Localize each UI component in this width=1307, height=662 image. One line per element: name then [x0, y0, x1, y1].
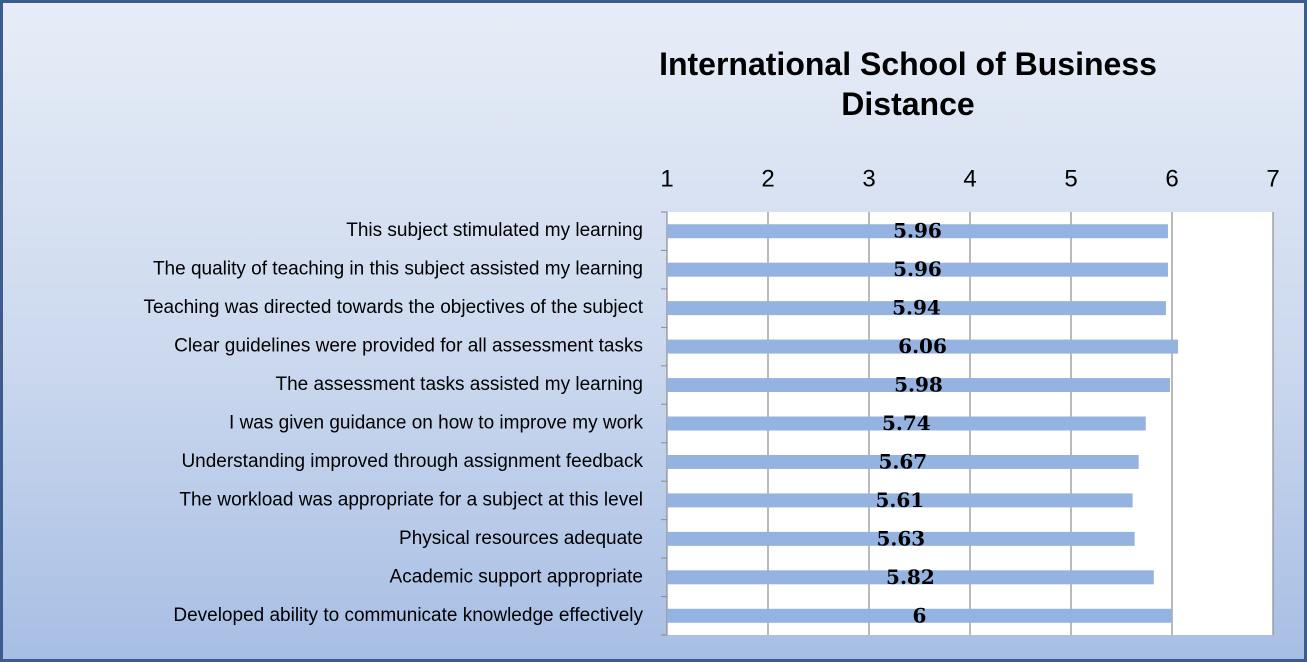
bar — [667, 301, 1166, 316]
data-label: 5.63 — [876, 526, 925, 550]
bar — [667, 339, 1179, 354]
data-label: 5.94 — [892, 296, 941, 320]
bar — [667, 493, 1133, 508]
x-tick-label: 1 — [660, 165, 673, 192]
y-tick-label: Clear guidelines were provided for all a… — [174, 336, 643, 357]
data-label: 5.82 — [886, 565, 935, 589]
data-label: 5.67 — [878, 449, 927, 473]
data-label: 5.96 — [893, 257, 942, 281]
x-tick-label: 5 — [1064, 165, 1077, 192]
bar — [667, 378, 1170, 393]
data-label: 6 — [913, 603, 927, 627]
bar — [667, 570, 1154, 585]
bar — [667, 531, 1135, 546]
bar — [667, 608, 1172, 623]
data-label: 5.61 — [875, 488, 924, 512]
y-tick-label: Understanding improved through assignmen… — [181, 451, 643, 472]
y-tick-label: I was given guidance on how to improve m… — [229, 413, 643, 434]
bar — [667, 262, 1168, 277]
data-label: 6.06 — [898, 334, 947, 358]
data-label: 5.98 — [894, 373, 943, 397]
bar — [667, 454, 1139, 469]
y-tick-label: Developed ability to communicate knowled… — [173, 605, 643, 626]
y-tick-label: This subject stimulated my learning — [346, 220, 643, 241]
y-tick-label: Academic support appropriate — [390, 566, 643, 587]
chart-title: International School of Business Distanc… — [659, 46, 1157, 122]
y-tick-label: The workload was appropriate for a subje… — [179, 489, 643, 510]
data-label: 5.74 — [882, 411, 931, 435]
x-tick-label: 4 — [963, 165, 976, 192]
x-tick-label: 7 — [1266, 165, 1279, 192]
x-tick-label: 3 — [862, 165, 875, 192]
y-tick-label: The assessment tasks assisted my learnin… — [276, 374, 644, 395]
y-tick-label: Teaching was directed towards the object… — [143, 297, 643, 318]
data-label: 5.96 — [893, 219, 942, 243]
x-tick-label: 2 — [761, 165, 774, 192]
x-tick-label: 6 — [1165, 165, 1178, 192]
bar — [667, 416, 1146, 431]
bar — [667, 224, 1168, 239]
y-tick-label: The quality of teaching in this subject … — [153, 259, 643, 280]
y-tick-label: Physical resources adequate — [399, 528, 643, 549]
